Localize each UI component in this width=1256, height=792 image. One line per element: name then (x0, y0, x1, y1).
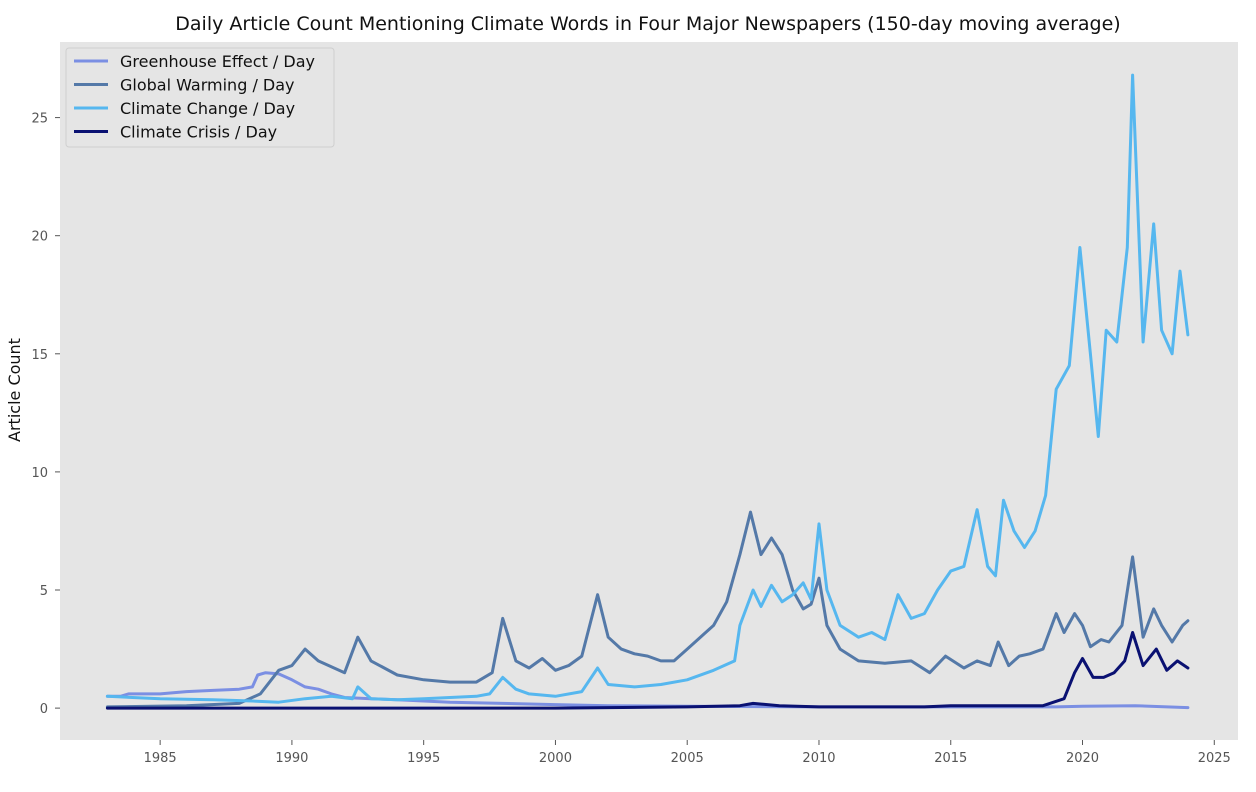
x-tick-label: 2010 (802, 751, 835, 766)
y-tick-label: 10 (31, 466, 48, 481)
x-axis: 1985 1990 1995 2000 2005 2010 2015 2020 2025 (144, 740, 1231, 766)
x-tick-label: 1995 (407, 751, 440, 766)
plot-area (60, 42, 1238, 740)
legend: Greenhouse Effect / Day Global Warming / … (65, 47, 335, 148)
x-tick-label: 1990 (275, 751, 308, 766)
legend-box (65, 47, 335, 148)
y-tick-label: 20 (31, 230, 48, 245)
y-tick-label: 0 (40, 702, 48, 717)
y-tick-label: 5 (40, 584, 48, 599)
legend-label: Greenhouse Effect / Day (120, 52, 315, 71)
chart-title: Daily Article Count Mentioning Climate W… (175, 13, 1120, 35)
series-line-4 (105, 631, 1190, 710)
series-lines (105, 73, 1190, 710)
x-tick-label: 2005 (671, 751, 704, 766)
legend-label: Global Warming / Day (120, 76, 295, 95)
x-tick-label: 1985 (144, 751, 177, 766)
y-tick-label: 25 (31, 112, 48, 127)
x-tick-label: 2000 (539, 751, 572, 766)
legend-label: Climate Crisis / Day (120, 123, 277, 142)
x-tick-label: 2020 (1066, 751, 1099, 766)
y-tick-label: 15 (31, 348, 48, 363)
series-line-2 (105, 510, 1190, 709)
x-tick-label: 2025 (1198, 751, 1231, 766)
legend-label: Climate Change / Day (120, 99, 295, 118)
series-line-3 (105, 73, 1190, 704)
y-axis-label: Article Count (5, 338, 24, 442)
x-tick-label: 2015 (934, 751, 967, 766)
y-axis: 0 5 10 15 20 25 (31, 112, 60, 717)
